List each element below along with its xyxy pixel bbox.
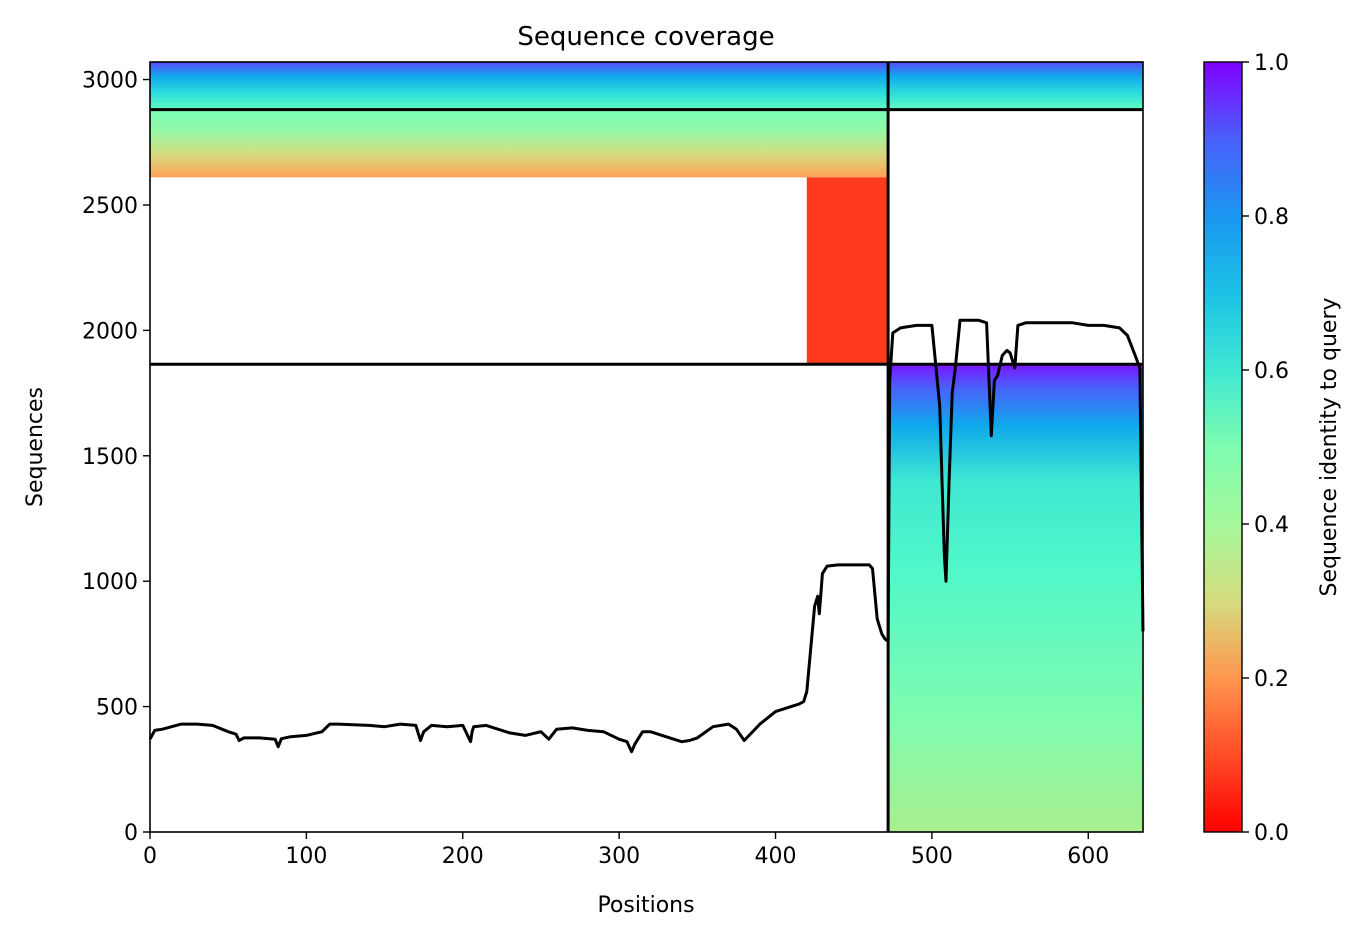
plot-frame <box>149 61 1144 833</box>
colorbar <box>1203 61 1243 833</box>
y-axis-ticks: 0 500 1000 1500 2000 2500 3000 <box>82 69 150 846</box>
chart-title: Sequence coverage <box>517 22 774 52</box>
x-axis-ticks: 0 100 200 300 400 500 600 <box>143 832 1109 869</box>
colorbar-tick-label: 0.6 <box>1254 359 1289 384</box>
colorbar-tick-label: 1.0 <box>1254 51 1289 76</box>
y-tick-label: 500 <box>96 696 138 721</box>
colorbar-ticks: 0.0 0.2 0.4 0.6 0.8 1.0 <box>1242 51 1289 846</box>
y-tick-label: 2000 <box>82 319 138 344</box>
x-tick-label: 600 <box>1067 844 1109 869</box>
coverage-line <box>148 318 1145 754</box>
x-tick-label: 500 <box>911 844 953 869</box>
colorbar-tick-label: 0.8 <box>1254 205 1289 230</box>
colorbar-tick-label: 0.2 <box>1254 667 1289 692</box>
colorbar-tick-label: 0.0 <box>1254 821 1289 846</box>
y-tick-label: 2500 <box>82 194 138 219</box>
colorbar-tick-label: 0.4 <box>1254 513 1289 538</box>
x-tick-label: 100 <box>285 844 327 869</box>
coverage-block-4 <box>888 364 1143 832</box>
x-tick-label: 200 <box>442 844 484 869</box>
y-axis-label: Sequences <box>23 387 48 507</box>
coverage-block-0 <box>150 62 889 110</box>
y-tick-label: 1500 <box>82 445 138 470</box>
coverage-block-3 <box>806 177 889 365</box>
coverage-block-2 <box>150 109 889 178</box>
colorbar-label: Sequence identity to query <box>1317 297 1342 596</box>
y-tick-label: 0 <box>124 821 138 846</box>
y-tick-label: 1000 <box>82 570 138 595</box>
x-tick-label: 0 <box>143 844 157 869</box>
heatmap-layer <box>150 62 1143 832</box>
y-tick-label: 3000 <box>82 69 138 94</box>
x-tick-label: 400 <box>755 844 797 869</box>
coverage-block-1 <box>888 62 1143 110</box>
x-tick-label: 300 <box>598 844 640 869</box>
x-axis-label: Positions <box>597 893 694 918</box>
